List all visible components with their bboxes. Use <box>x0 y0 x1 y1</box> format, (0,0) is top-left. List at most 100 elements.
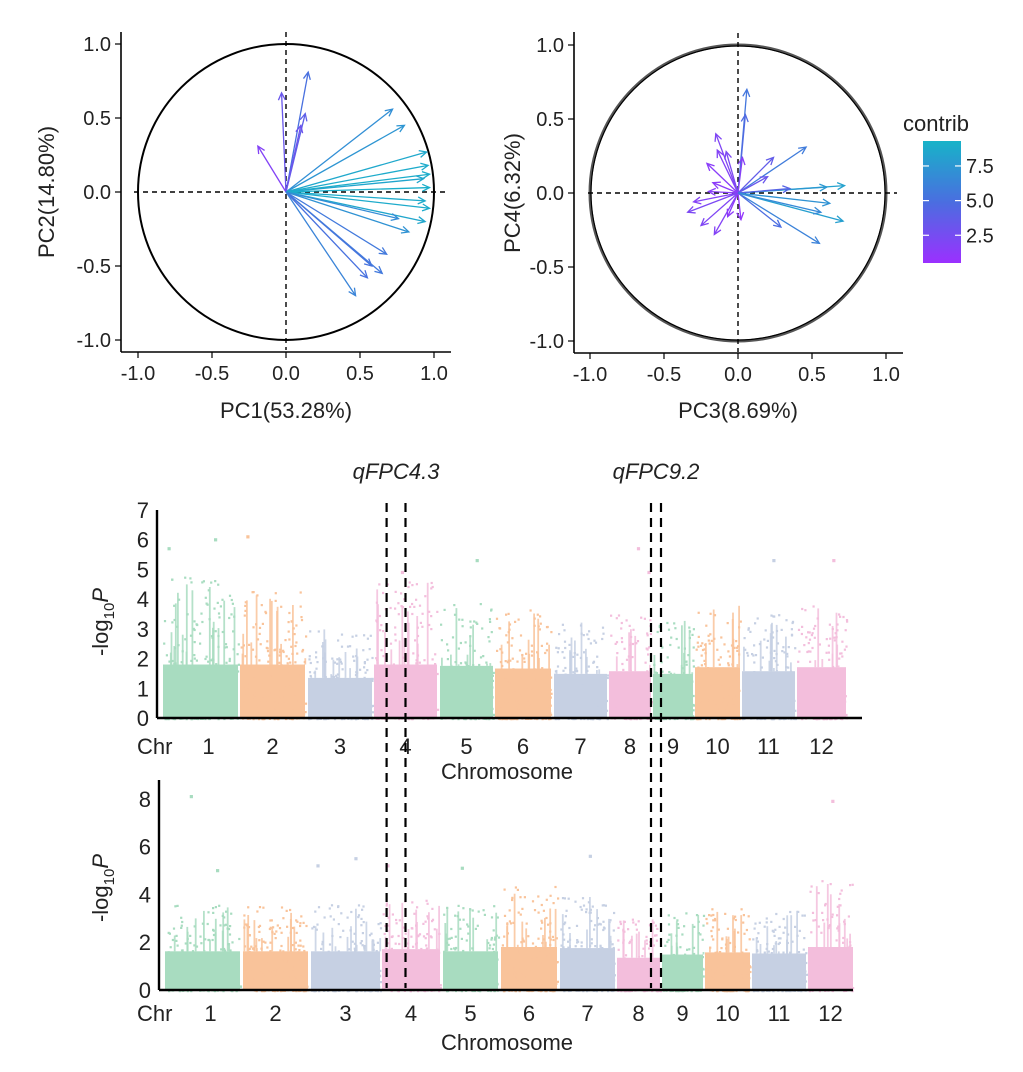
mh2-chr-5-points <box>443 904 501 993</box>
mh2-chr-12-points <box>808 880 855 993</box>
mh2-ytick-label: 0 <box>139 978 151 1003</box>
mh1-x-ticks: 1 2 3 4 5 6 7 8 9 10 11 12 <box>202 734 833 759</box>
mh1-peak-point <box>167 547 171 551</box>
mh1-chr-label: 5 <box>460 734 472 759</box>
mh1-chr-2-points <box>240 591 308 721</box>
mh1-y-label-sub: 10 <box>101 603 118 620</box>
legend-tick-label: 7.5 <box>966 156 994 178</box>
pca2-variable-arrow <box>686 192 739 214</box>
mh2-chr-2-points <box>243 906 309 993</box>
pca2-y-label: PC4(6.32%) <box>500 133 525 253</box>
mh2-chr-label: 12 <box>818 1001 842 1026</box>
pca2-x-ticks: -1.0 -0.5 0.0 0.5 1.0 <box>573 353 900 386</box>
pca2-variable-arrow <box>699 192 739 227</box>
mh2-chr-label: 2 <box>269 1001 281 1026</box>
mh2-chr-label: 3 <box>339 1001 351 1026</box>
legend-title: contrib <box>903 111 969 136</box>
legend-tick-label: 2.5 <box>966 225 994 247</box>
mh2-chr-4-points <box>382 899 442 993</box>
mh2-y-label-base: -log <box>88 885 113 922</box>
mh2-points <box>165 795 855 993</box>
pca2-variable-arrow <box>737 146 808 194</box>
pca1-xtick-label: -1.0 <box>121 363 155 385</box>
legend-colorbar <box>923 141 961 263</box>
mh1-peak-point <box>636 547 641 551</box>
mh2-ytick-label: 4 <box>139 882 151 907</box>
pca2-variable-arrow <box>714 132 739 194</box>
pca2-variable-arrow <box>705 162 739 194</box>
mh2-chr-label: 10 <box>715 1001 739 1026</box>
pca2-variable-arrow <box>737 185 792 194</box>
pca2-variable-arrow <box>737 192 845 224</box>
mh2-chr-label: 7 <box>581 1001 593 1026</box>
mh2-ytick-label: 8 <box>139 787 151 812</box>
pca2-xtick-label: -1.0 <box>573 364 607 386</box>
pca1-xtick-label: 0.0 <box>272 363 300 385</box>
mh1-chr-10-points <box>695 605 742 721</box>
mh2-peak-point <box>189 795 193 799</box>
mh2-chr-10-points <box>705 908 752 993</box>
mh1-chr-label: 12 <box>809 734 833 759</box>
pca1-y-ticks: -1.0 -0.5 0.0 0.5 1.0 <box>77 34 121 352</box>
pca2-variable-arrow <box>736 192 745 222</box>
pca1-arrows <box>257 70 432 297</box>
mh2-y-label: -log10P <box>88 854 118 922</box>
pca2-ytick-label: 0.5 <box>536 109 564 131</box>
pca2-xtick-label: 0.0 <box>724 364 752 386</box>
pca2-variable-arrow <box>711 181 739 194</box>
mh2-chr-label: 6 <box>523 1001 535 1026</box>
mh1-ytick-label: 7 <box>137 498 149 523</box>
pca2-variable-arrow <box>737 156 775 194</box>
mh2-y-label-sub: 10 <box>101 869 118 886</box>
mh2-chr-11-points <box>752 910 808 993</box>
pca2-xtick-label: -0.5 <box>647 364 681 386</box>
mh2-peak-point <box>460 866 464 870</box>
pca2-variable-arrow <box>737 192 821 245</box>
pca2-x-label: PC3(8.69%) <box>678 398 798 423</box>
mh2-x-ticks: 1 2 3 4 5 6 7 8 9 10 11 12 <box>204 1001 842 1026</box>
mh1-chr-label: 10 <box>705 734 729 759</box>
mh1-ytick-label: 4 <box>137 587 149 612</box>
mh1-chr-label: 7 <box>574 734 586 759</box>
mh1-y-ticks: 0 1 2 3 4 5 6 7 <box>137 498 149 731</box>
mh2-x-label: Chromosome <box>441 1030 573 1055</box>
mh1-chr-12-points <box>797 605 849 721</box>
pca1-variable-arrow <box>285 70 311 193</box>
mh1-chr-1-points <box>163 576 240 721</box>
pca2-ytick-label: 1.0 <box>536 35 564 57</box>
mh1-chr-5-points <box>440 603 495 721</box>
pca2-variable-arrow <box>716 148 739 194</box>
pca2-xtick-label: 0.5 <box>798 364 826 386</box>
pca1-x-label: PC1(53.28%) <box>220 398 352 423</box>
mh2-peak-point <box>216 869 220 873</box>
mh1-peak-point <box>400 570 405 575</box>
pca1-xtick-label: 0.5 <box>346 363 374 385</box>
mh2-chr-9-points <box>662 912 706 993</box>
pca1-x-ticks: -1.0 -0.5 0.0 0.5 1.0 <box>121 352 448 385</box>
pca1-y-label: PC2(14.80%) <box>34 126 59 258</box>
pca2-variable-arrow <box>706 187 739 196</box>
mh1-chr-label: 2 <box>266 734 278 759</box>
pca1-variable-arrow <box>285 191 411 234</box>
pca1-variable-arrow <box>285 191 427 205</box>
pca2-variable-arrow <box>737 192 823 215</box>
pca2-variable-arrow <box>737 175 769 194</box>
mh1-chr-6-points <box>495 609 553 721</box>
contrib-legend: contrib 7.5 5.0 2.5 <box>903 111 994 263</box>
mh2-y-label-var: P <box>88 854 113 869</box>
mh2-chr-label: 8 <box>632 1001 644 1026</box>
pca1-ytick-label: -0.5 <box>77 256 111 278</box>
mh2-chr-label: 9 <box>676 1001 688 1026</box>
mh2-chr-label: 5 <box>464 1001 476 1026</box>
pca2-y-ticks: -1.0 -0.5 0.0 0.5 1.0 <box>530 35 574 353</box>
mh1-chr-7-points <box>554 622 609 721</box>
pca2-ytick-label: 0.0 <box>536 183 564 205</box>
mh2-chr-1-points <box>165 904 243 993</box>
pca2-variable-arrow <box>726 192 739 219</box>
pca1-variable-arrow <box>257 144 287 193</box>
mh2-chr-label: 11 <box>768 1001 791 1026</box>
mh1-chr-9-points <box>653 620 695 721</box>
pca1-variable-arrow <box>285 191 369 279</box>
